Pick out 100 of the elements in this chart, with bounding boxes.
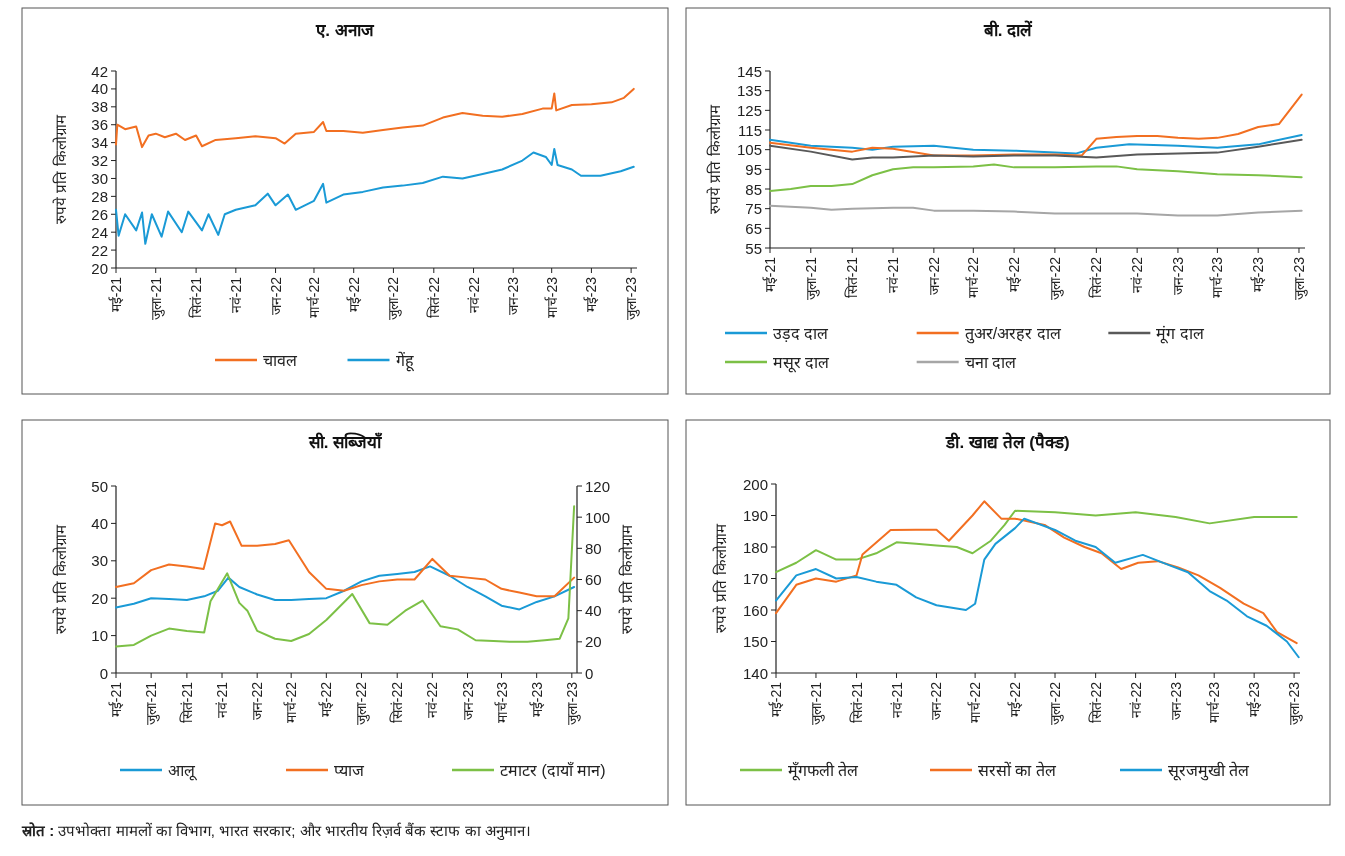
y-tick-label: 200 [742,475,768,493]
x-tick-label: मई-21 [768,681,784,718]
y-tick-label: 140 [742,664,768,682]
chart-title: बी. दालें [982,20,1034,40]
legend-label: चावल [263,351,298,369]
x-tick-label: जुला-22 [353,681,371,726]
x-tick-label: जुला-23 [1290,256,1308,301]
y2-tick-label: 100 [585,508,611,526]
x-tick-label: जुला-22 [1047,681,1065,726]
x-tick-label: जन-23 [1167,681,1184,721]
x-tick-label: जुला-23 [563,681,581,726]
y-tick-label: 30 [91,552,108,570]
y-axis-title: रुपये प्रति किलोग्राम [712,523,729,633]
x-tick-label: नवं-21 [885,256,902,294]
x-tick-label: जन-23 [1169,256,1186,296]
y-tick-label: 20 [91,589,108,607]
x-tick-label: मई-21 [762,256,778,293]
legend-label: गेंहू [395,350,415,372]
y-tick-label: 22 [91,241,108,259]
x-tick-label: जुला-21 [802,256,820,301]
x-tick-label: मई-23 [528,681,545,718]
y-tick-label: 26 [91,205,108,223]
y-tick-label: 10 [91,627,108,645]
y-tick-label: 42 [91,62,108,80]
y-tick-label: 105 [736,141,762,159]
y-tick-label: 85 [745,180,762,198]
legend-label: उड़द दाल [773,324,830,343]
x-tick-label: मई-22 [318,681,335,718]
x-tick-label: नवं-21 [227,276,244,314]
y-tick-label: 38 [91,98,108,116]
x-tick-label: जुला-23 [623,276,641,321]
y-tick-label: 180 [742,538,768,556]
y-tick-label: 32 [91,152,108,170]
chart-title: डी. खाद्य तेल (पैक्ड) [945,432,1070,452]
chart-title: सी. सब्जियाँ [307,432,384,452]
y2-tick-label: 0 [585,664,594,682]
x-tick-label: मार्च-23 [493,681,510,724]
x-tick-label: मई-21 [108,681,124,718]
x-tick-label: जुला-22 [1046,256,1064,301]
legend-label: मूँगफली तेल [788,760,860,781]
y-tick-label: 36 [91,116,108,134]
x-tick-label: जन-23 [459,681,476,721]
x-tick-label: जुला-22 [385,276,403,321]
x-tick-label: सितं-22 [1088,256,1105,299]
x-tick-label: जुला-21 [147,276,165,321]
x-tick-label: जन-22 [925,256,942,296]
y-tick-label: 170 [742,570,768,587]
legend-label: सरसों का तेल [978,760,1057,779]
y-tick-label: 0 [99,664,108,682]
x-tick-label: जुला-21 [807,681,825,726]
x-tick-label: सितं-22 [425,276,442,319]
x-tick-label: सितं-21 [188,276,205,319]
legend-label: टमाटर (दायाँ मान) [500,760,606,779]
y2-tick-label: 80 [585,539,602,557]
y-tick-label: 24 [91,223,108,241]
x-tick-label: सितं-21 [848,681,865,724]
y-tick-label: 40 [91,514,108,532]
y-tick-label: 50 [91,477,108,495]
legend-label: सूरजमुखी तेल [1168,760,1251,781]
x-tick-label: मार्च-22 [967,681,984,724]
y-tick-label: 160 [742,601,768,619]
y2-tick-label: 40 [585,602,602,620]
chart-title: ए. अनाज [315,21,375,40]
x-tick-label: सितं-22 [1087,681,1104,724]
y-tick-label: 95 [745,160,762,178]
y-tick-label: 20 [91,259,108,277]
x-tick-label: जन-22 [267,276,284,316]
legend-label: चना दाल [964,353,1018,371]
x-tick-label: नवं-22 [1129,256,1146,294]
legend-label: तुअर/अरहर दाल [964,324,1062,344]
y-axis-title: रुपये प्रति किलोग्राम [52,114,69,224]
x-tick-label: जन-22 [249,681,266,721]
y-tick-label: 28 [91,187,108,205]
x-tick-label: सितं-21 [844,256,861,299]
x-tick-label: मार्च-23 [1209,256,1226,299]
legend-label: प्याज [334,761,365,779]
x-tick-label: मार्च-22 [283,681,300,724]
x-tick-label: नवं-22 [1127,681,1144,719]
x-tick-label: मार्च-22 [965,256,982,299]
x-tick-label: मई-21 [108,276,124,313]
y-tick-label: 150 [742,633,768,650]
x-tick-label: मई-23 [1246,681,1263,718]
y-tick-label: 75 [745,200,762,218]
x-tick-label: नवं-22 [424,681,441,719]
x-tick-label: नवं-21 [214,681,231,719]
y-tick-label: 135 [736,82,762,100]
y-tick-label: 125 [736,101,762,119]
y-tick-label: 40 [91,80,108,98]
y2-tick-label: 60 [585,571,602,588]
x-tick-label: नवं-22 [465,276,482,314]
legend-label: मूंग दाल [1156,324,1205,344]
y-axis-title: रुपये प्रति किलोग्राम [52,524,69,634]
y2-tick-label: 20 [585,633,602,651]
y-tick-label: 55 [745,239,762,257]
x-tick-label: जन-22 [928,681,945,721]
x-tick-label: मई-23 [1250,256,1267,293]
x-tick-label: सितं-21 [178,681,195,724]
x-tick-label: मार्च-23 [1206,681,1223,724]
x-tick-label: जुला-21 [143,681,161,726]
x-tick-label: मई-23 [583,276,600,313]
